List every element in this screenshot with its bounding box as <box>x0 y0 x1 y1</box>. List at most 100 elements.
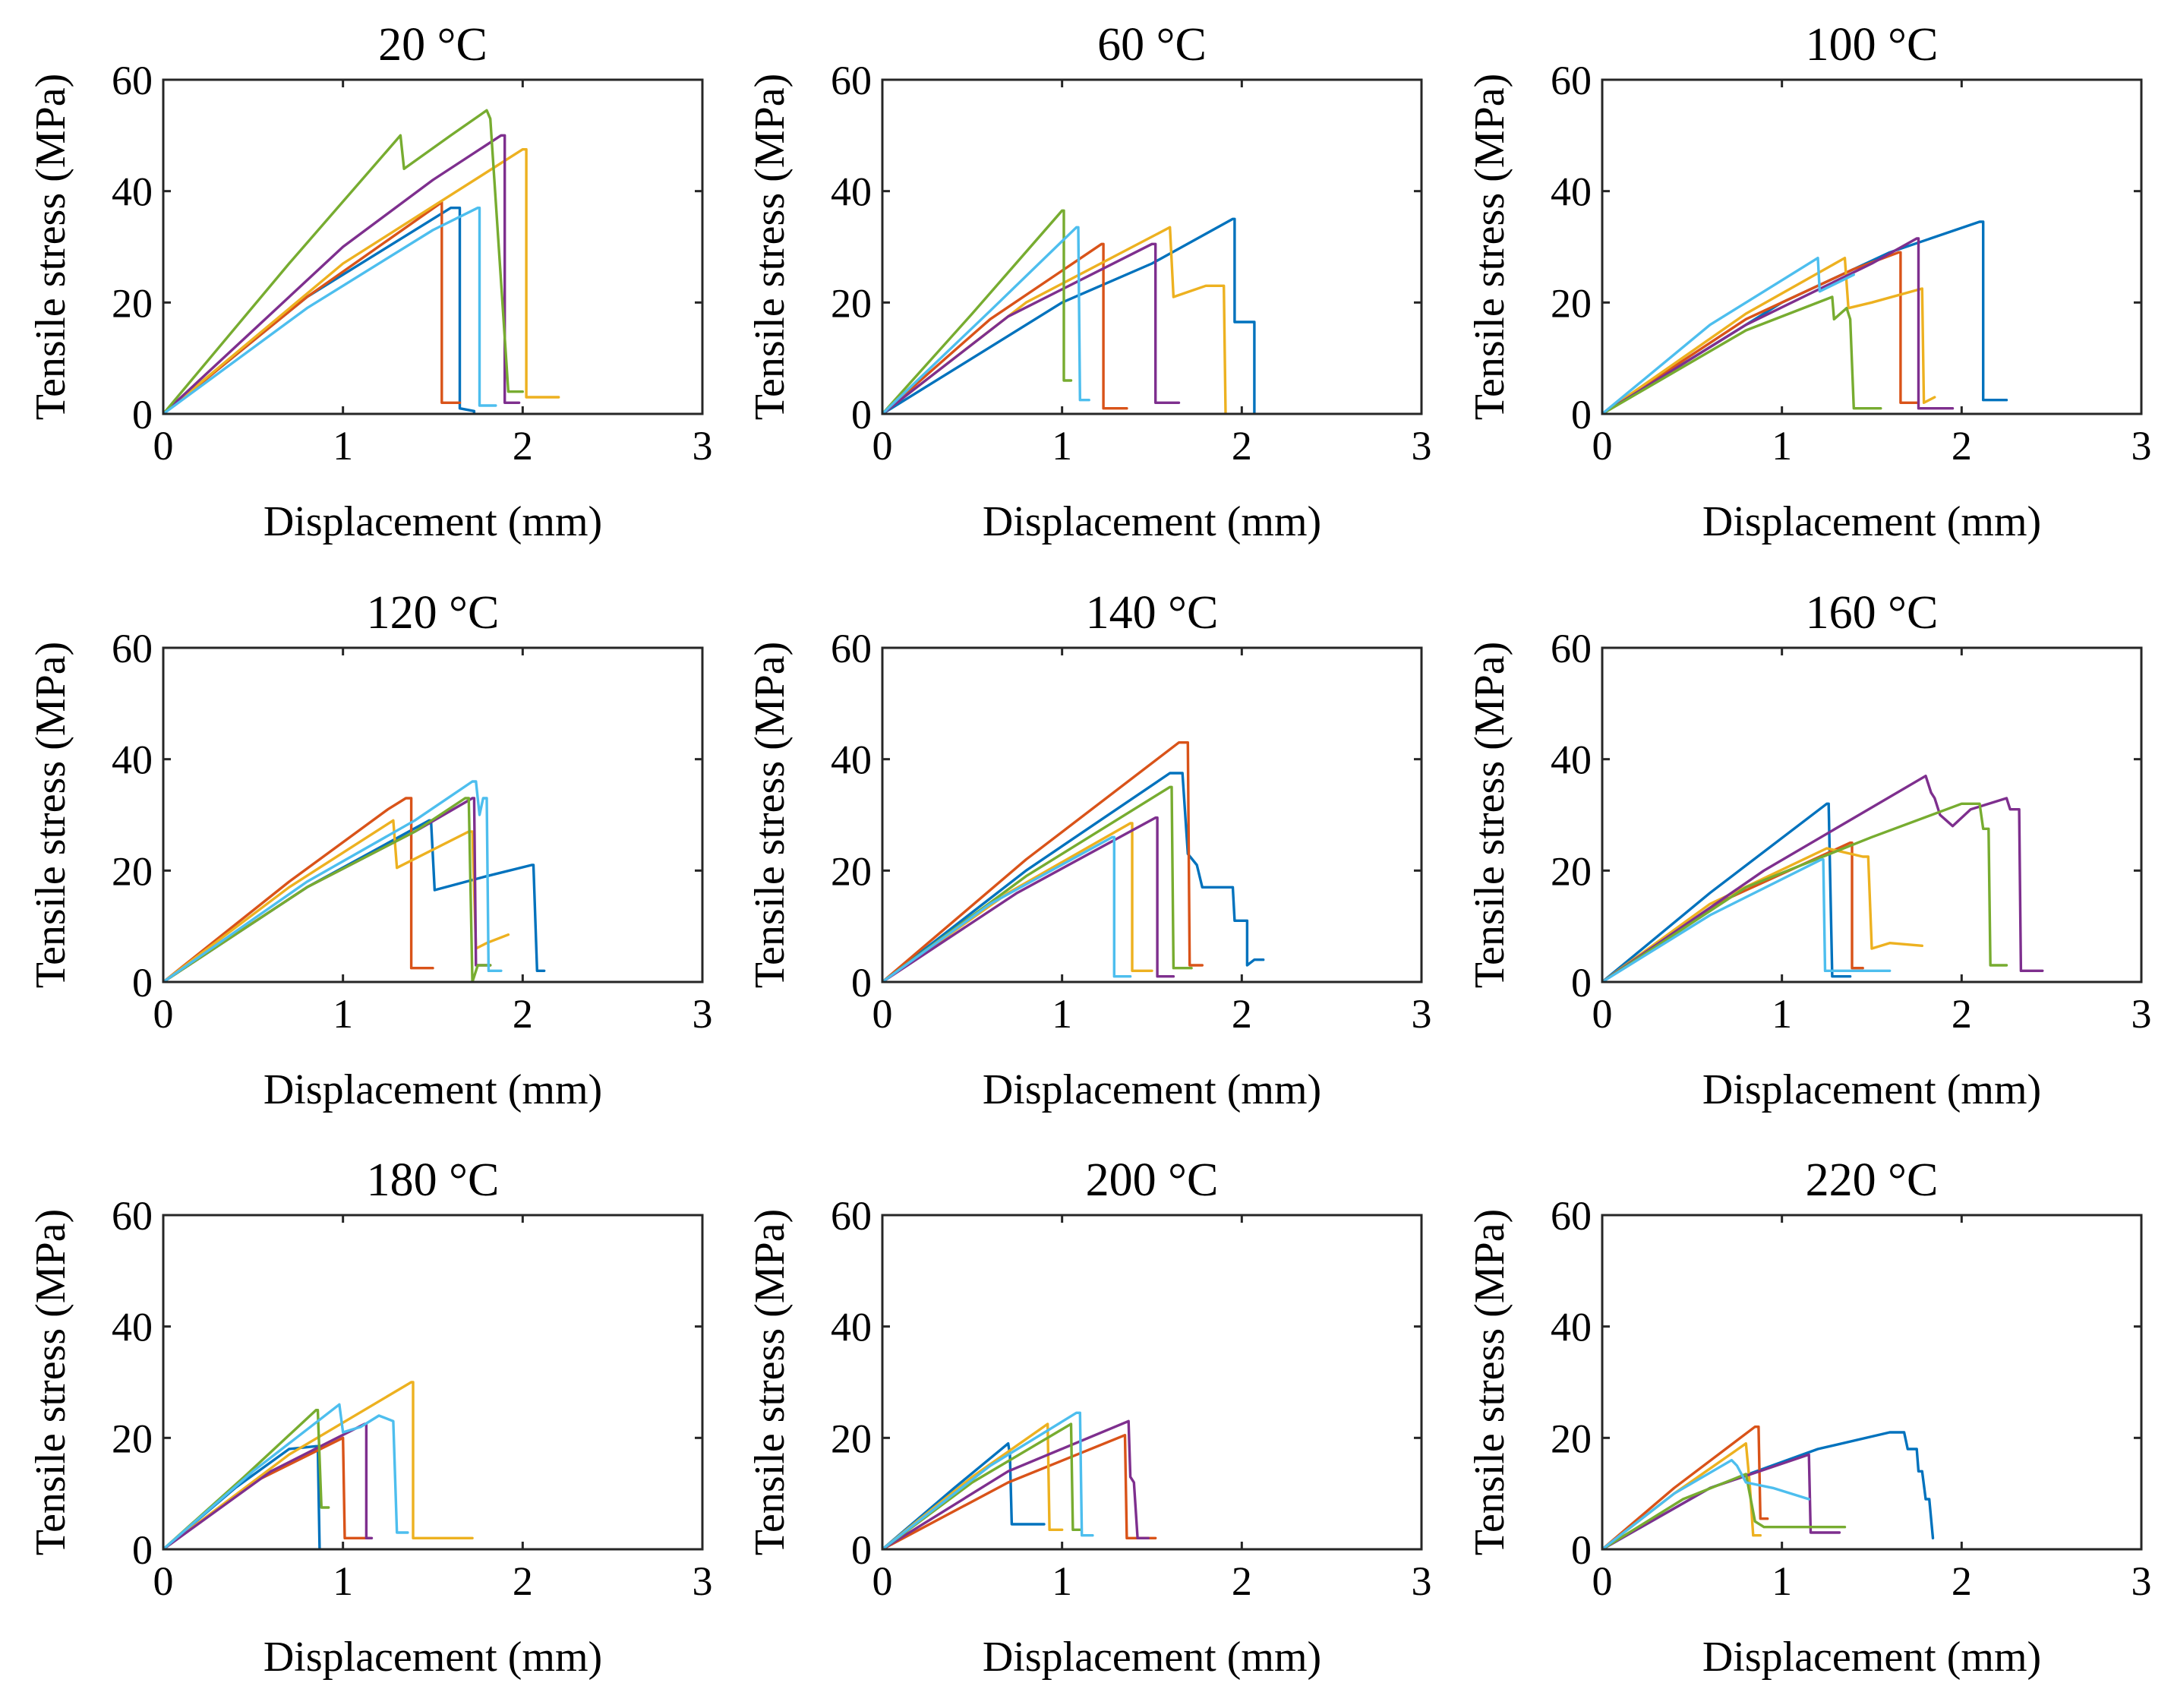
series-line-yellow <box>163 1381 474 1549</box>
series-line-purple <box>163 134 521 414</box>
x-axis-label: Displacement (mm) <box>263 498 602 545</box>
x-tick-label: 2 <box>513 991 533 1037</box>
y-axis-label: Tensile stress (MPa) <box>1466 74 1513 420</box>
x-tick-label: 3 <box>2131 1558 2152 1604</box>
series-line-yellow <box>882 1422 1064 1549</box>
x-axis-label: Displacement (mm) <box>1702 1066 2041 1113</box>
y-tick-label: 40 <box>112 1305 153 1350</box>
y-tick-label: 0 <box>851 1527 872 1573</box>
y-tick-label: 40 <box>1551 169 1592 215</box>
series-line-cyan <box>163 207 497 414</box>
series-line-blue <box>882 772 1265 982</box>
x-axis-label: Displacement (mm) <box>263 1066 602 1113</box>
series-line-yellow <box>882 822 1153 982</box>
series-line-cyan <box>882 1411 1094 1549</box>
series-line-purple <box>1602 237 1955 414</box>
series-line-yellow <box>163 148 560 414</box>
y-tick-label: 0 <box>132 1527 153 1573</box>
series-line-orange <box>163 797 434 982</box>
y-tick-label: 0 <box>132 392 153 437</box>
subplot-title: 200 °C <box>1086 1154 1219 1206</box>
x-tick-label: 2 <box>1952 1558 1972 1604</box>
y-axis-label: Tensile stress (MPa) <box>1466 1209 1513 1555</box>
y-tick-label: 60 <box>1551 626 1592 671</box>
x-tick-label: 2 <box>1232 423 1252 469</box>
series-line-green <box>1602 1473 1847 1549</box>
y-tick-label: 20 <box>1551 280 1592 326</box>
subplot-title: 180 °C <box>367 1154 500 1206</box>
series-line-green <box>882 209 1073 414</box>
plot-area <box>163 648 702 982</box>
y-tick-label: 0 <box>1571 392 1592 437</box>
x-tick-label: 0 <box>1592 991 1613 1037</box>
x-tick-label: 3 <box>1412 423 1432 469</box>
series-line-cyan <box>163 780 503 982</box>
x-tick-label: 3 <box>693 1558 713 1604</box>
subplot-6: 160 °C 0 1 2 3 0 20 40 60 Displacement (mm) Tensil… <box>1466 587 2152 1113</box>
x-tick-label: 1 <box>1772 423 1792 469</box>
series-line-yellow <box>1602 257 1936 414</box>
y-tick-label: 40 <box>831 169 872 215</box>
y-tick-label: 60 <box>112 626 153 671</box>
series-line-green <box>163 1409 330 1549</box>
x-tick-label: 3 <box>693 991 713 1037</box>
y-tick-label: 20 <box>831 1416 872 1461</box>
y-axis-label: Tensile stress (MPa) <box>746 642 794 988</box>
y-tick-label: 0 <box>132 960 153 1006</box>
subplot-3: 100 °C 0 1 2 3 0 20 40 60 Displacement (mm) Tensil… <box>1466 19 2152 545</box>
y-axis-label: Tensile stress (MPa) <box>746 74 794 420</box>
series-line-orange <box>1602 251 1918 414</box>
x-tick-label: 0 <box>153 991 174 1037</box>
axes-box <box>881 78 1423 415</box>
series-line-orange <box>882 242 1128 414</box>
subplot-4: 120 °C 0 1 2 3 0 20 40 60 Displacement (mm) Tensil… <box>27 587 713 1113</box>
series-line-cyan <box>1602 858 1892 982</box>
x-tick-label: 0 <box>872 1558 893 1604</box>
y-tick-label: 20 <box>831 848 872 894</box>
y-axis-label: Tensile stress (MPa) <box>27 74 74 420</box>
x-tick-label: 0 <box>872 991 893 1037</box>
plot-area <box>163 1215 702 1549</box>
y-tick-label: 60 <box>831 58 872 103</box>
x-tick-label: 1 <box>333 991 353 1037</box>
x-tick-label: 0 <box>153 1558 174 1604</box>
series-line-orange <box>1602 1425 1769 1549</box>
subplot-title: 220 °C <box>1806 1154 1939 1206</box>
y-tick-label: 20 <box>1551 848 1592 894</box>
y-tick-label: 20 <box>112 1416 153 1461</box>
subplot-8: 200 °C 0 1 2 3 0 20 40 60 Displacement (mm) Tensil… <box>746 1154 1432 1681</box>
series-line-blue <box>882 1442 1046 1549</box>
x-tick-label: 1 <box>333 423 353 469</box>
series-line-purple <box>882 816 1175 982</box>
subplot-7: 180 °C 0 1 2 3 0 20 40 60 Displacement (mm) Tensil… <box>27 1154 713 1681</box>
subplot-title: 60 °C <box>1097 19 1207 71</box>
y-tick-label: 20 <box>112 280 153 326</box>
x-axis-label: Displacement (mm) <box>1702 498 2041 545</box>
series-line-cyan <box>882 835 1132 982</box>
y-tick-label: 60 <box>1551 1193 1592 1239</box>
x-tick-label: 1 <box>1772 1558 1792 1604</box>
x-tick-label: 3 <box>693 423 713 469</box>
plot-area <box>163 80 702 414</box>
x-tick-label: 2 <box>513 423 533 469</box>
axes-box <box>881 646 1423 983</box>
axes-box <box>162 646 704 983</box>
x-tick-label: 1 <box>1052 423 1072 469</box>
series-line-blue <box>1602 1431 1935 1549</box>
x-tick-label: 3 <box>1412 1558 1432 1604</box>
series-line-cyan <box>1602 1459 1810 1549</box>
y-tick-label: 40 <box>112 169 153 215</box>
y-tick-label: 40 <box>112 737 153 783</box>
plot-area <box>882 648 1421 982</box>
subplot-title: 120 °C <box>367 587 500 639</box>
series-line-cyan <box>1602 257 1855 414</box>
series-line-yellow <box>882 226 1227 414</box>
x-tick-label: 3 <box>2131 423 2152 469</box>
y-axis-label: Tensile stress (MPa) <box>27 642 74 988</box>
y-tick-label: 0 <box>1571 1527 1592 1573</box>
x-tick-label: 2 <box>1952 991 1972 1037</box>
series-line-blue <box>1602 802 1852 982</box>
y-tick-label: 40 <box>831 737 872 783</box>
x-axis-label: Displacement (mm) <box>983 1066 1321 1113</box>
